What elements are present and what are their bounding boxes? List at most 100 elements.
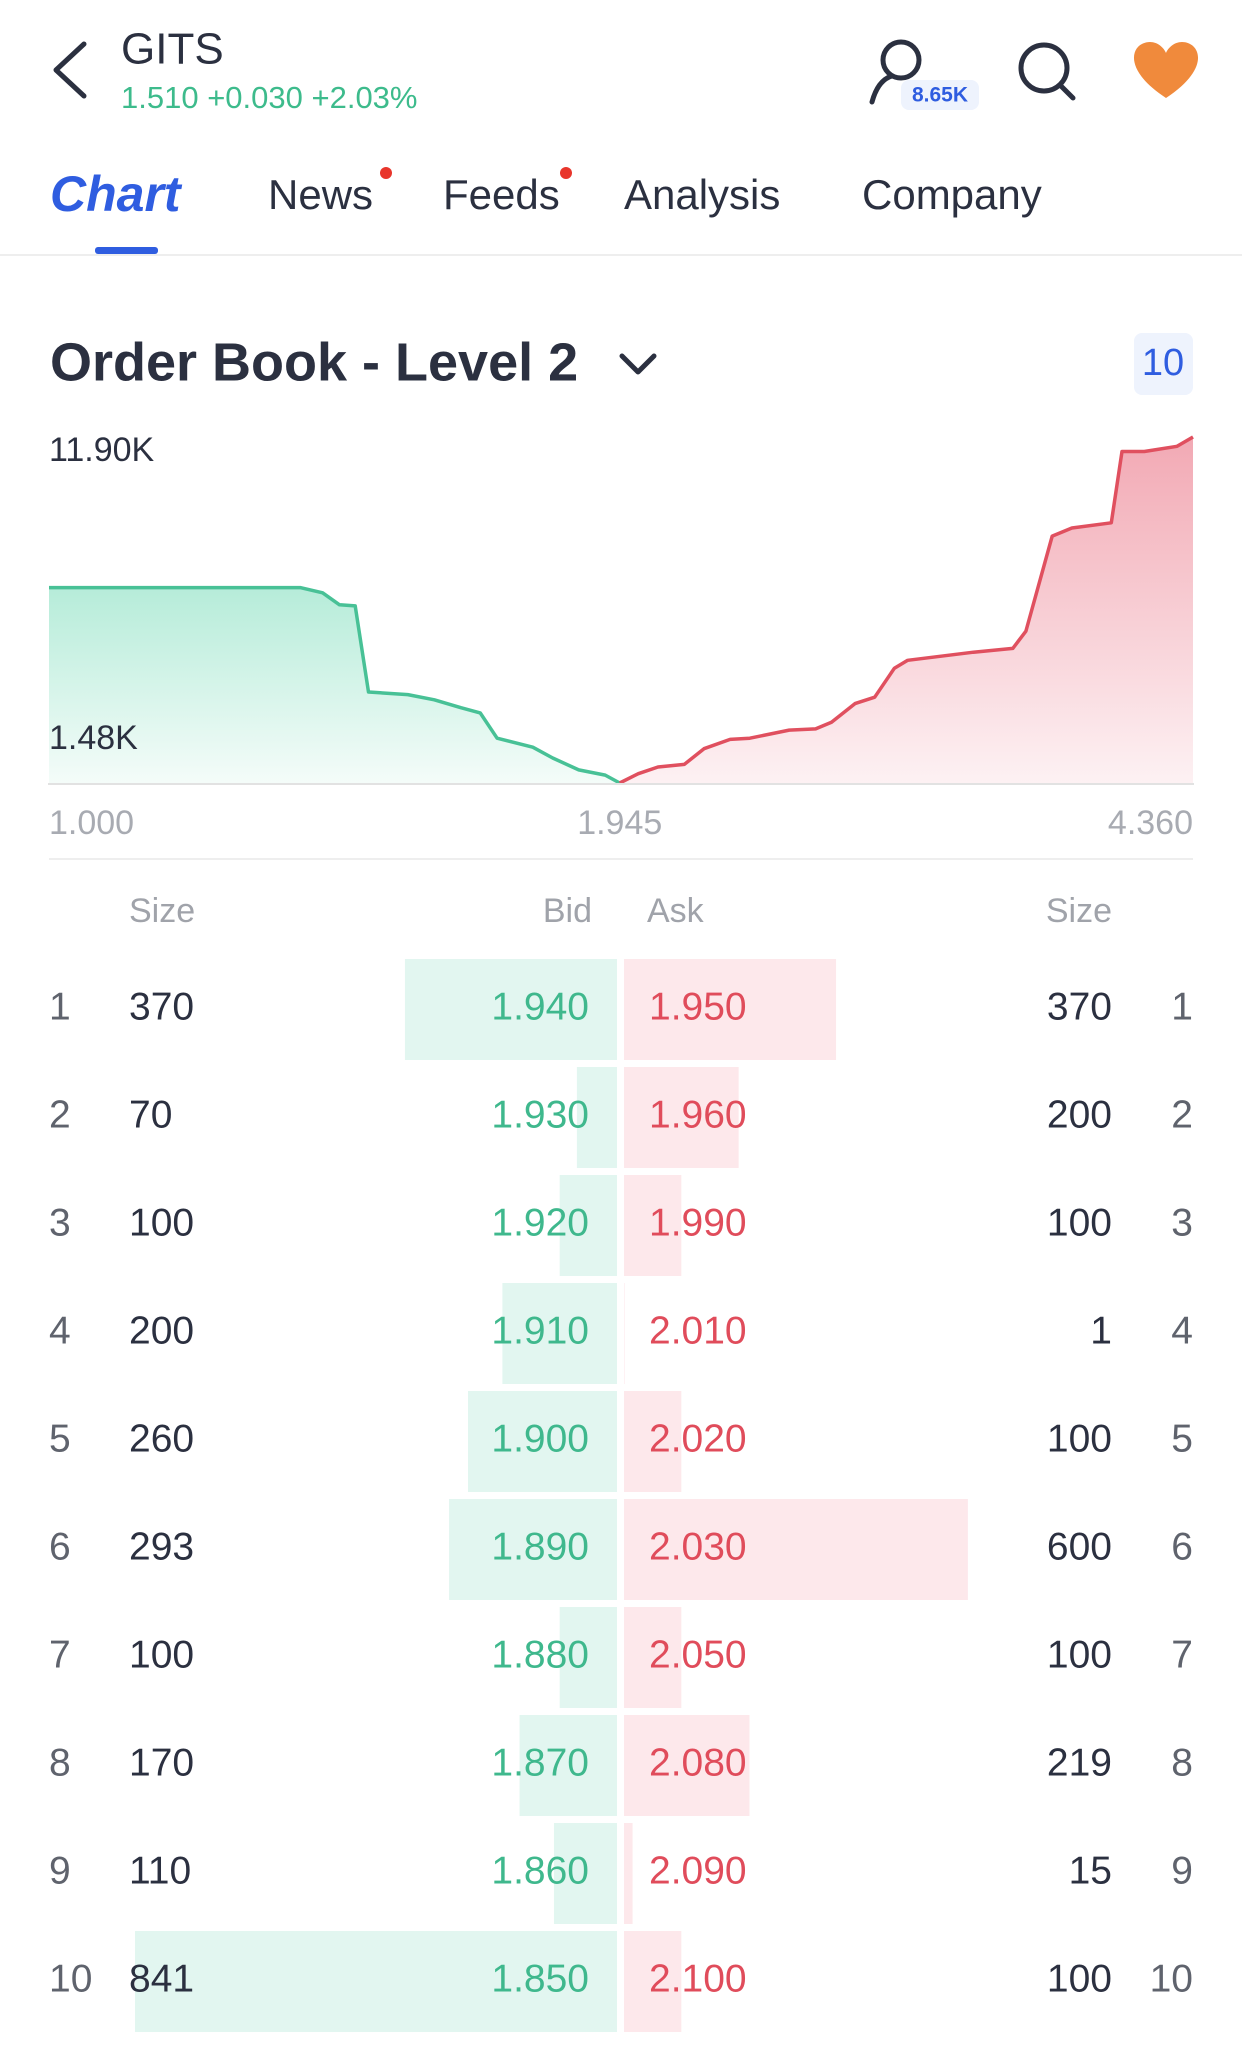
ask-size: 100: [1047, 1201, 1112, 1244]
ask-price: 2.050: [649, 1633, 747, 1676]
tab[interactable]: Chart: [50, 166, 183, 222]
tab-indicator: [95, 247, 158, 254]
bid-size: 370: [129, 985, 194, 1028]
ask-bar: [624, 959, 837, 1060]
depth-line: [49, 585, 621, 785]
ask-size: 219: [1047, 1741, 1112, 1784]
ask-price: 1.960: [649, 1093, 747, 1136]
bid-bar: [404, 959, 617, 1060]
ask-bar: [624, 1715, 750, 1816]
depth-value: 10: [1142, 342, 1184, 384]
ask-bar: [624, 1175, 682, 1276]
bid-bar: [467, 1391, 617, 1492]
bid-level: 4: [49, 1309, 71, 1352]
dropdown-chevron[interactable]: [619, 353, 657, 375]
ticker: GITS: [121, 25, 224, 74]
ask-price: 1.950: [649, 985, 747, 1028]
x-tick-label: 1.000: [49, 804, 134, 842]
tab[interactable]: News: [268, 171, 373, 218]
ask-bar: [624, 1067, 739, 1168]
bid-size: 70: [129, 1093, 172, 1136]
bid-price: 1.850: [491, 1957, 589, 2000]
bid-bar: [576, 1067, 617, 1168]
bid-level: 7: [49, 1633, 71, 1676]
bid-bar: [135, 1931, 617, 2032]
ask-size: 15: [1069, 1849, 1112, 1892]
ask-bar: [624, 1931, 682, 2032]
bid-price: 1.920: [491, 1201, 589, 1244]
bid-price: 1.870: [491, 1741, 589, 1784]
column-header: Ask: [647, 892, 705, 930]
ask-level: 1: [1171, 985, 1193, 1028]
column-header: Size: [129, 892, 195, 930]
ask-price: 2.010: [649, 1309, 747, 1352]
ask-level: 5: [1171, 1417, 1193, 1460]
column-header: Bid: [543, 892, 592, 930]
column-header: Size: [1046, 892, 1112, 930]
bid-price: 1.860: [491, 1849, 589, 1892]
x-tick-label: 4.360: [1108, 804, 1193, 842]
tab[interactable]: Company: [862, 171, 1042, 218]
bid-bar: [559, 1607, 617, 1708]
ask-level: 4: [1171, 1309, 1193, 1352]
bid-level: 9: [49, 1849, 71, 1892]
followers-count: 8.65K: [912, 84, 968, 107]
ask-size: 370: [1047, 985, 1112, 1028]
favorite-button[interactable]: [1133, 42, 1199, 98]
x-tick-label: 1.945: [577, 804, 662, 842]
ask-size: 100: [1047, 1633, 1112, 1676]
ask-size: 100: [1047, 1957, 1112, 2000]
bid-level: 1: [49, 985, 71, 1028]
depth-line: [618, 435, 1194, 785]
bid-bar: [553, 1823, 617, 1924]
depth-area: [49, 587, 620, 783]
quote: 1.510 +0.030 +2.03%: [121, 80, 417, 115]
depth-chart: 1.000 1.945 4.360 11.90K 1.48K: [48, 431, 1194, 842]
bid-bar: [559, 1175, 617, 1276]
ask-price: 2.100: [649, 1957, 747, 2000]
search-button[interactable]: [1018, 42, 1076, 101]
ask-bar: [624, 1823, 633, 1924]
bid-price: 1.910: [491, 1309, 589, 1352]
bid-price: 1.930: [491, 1093, 589, 1136]
ask-bar: [624, 1283, 625, 1384]
notification-dot: [560, 167, 572, 179]
tab-bar: Chart News Feeds Analysis Company: [50, 166, 1042, 222]
bid-bar: [502, 1283, 617, 1384]
bid-level: 5: [49, 1417, 71, 1460]
ask-level: 10: [1150, 1957, 1193, 2000]
ask-level: 6: [1171, 1525, 1193, 1568]
ask-bar: [624, 1391, 682, 1492]
bid-level: 3: [49, 1201, 71, 1244]
bid-size: 100: [129, 1201, 194, 1244]
bid-size: 100: [129, 1633, 194, 1676]
bid-price: 1.900: [491, 1417, 589, 1460]
ask-price: 2.030: [649, 1525, 747, 1568]
y-label: 11.90K: [49, 431, 155, 469]
ask-price: 2.090: [649, 1849, 747, 1892]
ask-level: 7: [1171, 1633, 1193, 1676]
tab[interactable]: Analysis: [624, 171, 780, 218]
ask-price: 2.080: [649, 1741, 747, 1784]
ask-level: 9: [1171, 1849, 1193, 1892]
bid-size: 110: [129, 1849, 191, 1892]
ask-level: 2: [1171, 1093, 1193, 1136]
ask-bar: [624, 1499, 968, 1600]
ask-bar: [624, 1607, 682, 1708]
bid-level: 10: [49, 1957, 92, 2000]
depth-badge[interactable]: [1134, 333, 1193, 395]
bid-size: 293: [129, 1525, 194, 1568]
ask-price: 1.990: [649, 1201, 747, 1244]
bid-level: 6: [49, 1525, 71, 1568]
back-button[interactable]: [53, 41, 87, 99]
bid-level: 8: [49, 1741, 71, 1784]
followers-button[interactable]: 8.65K: [869, 39, 979, 110]
tab[interactable]: Feeds: [443, 171, 560, 218]
ask-size: 1: [1090, 1309, 1112, 1352]
bid-size: 170: [129, 1741, 194, 1784]
order-book: Size Bid Ask Size 1 370 1.940 1.950 370 1 2 70 1.930…: [49, 892, 1193, 2032]
bid-bar: [519, 1715, 617, 1816]
bid-size: 260: [129, 1417, 194, 1460]
ask-size: 200: [1047, 1093, 1112, 1136]
